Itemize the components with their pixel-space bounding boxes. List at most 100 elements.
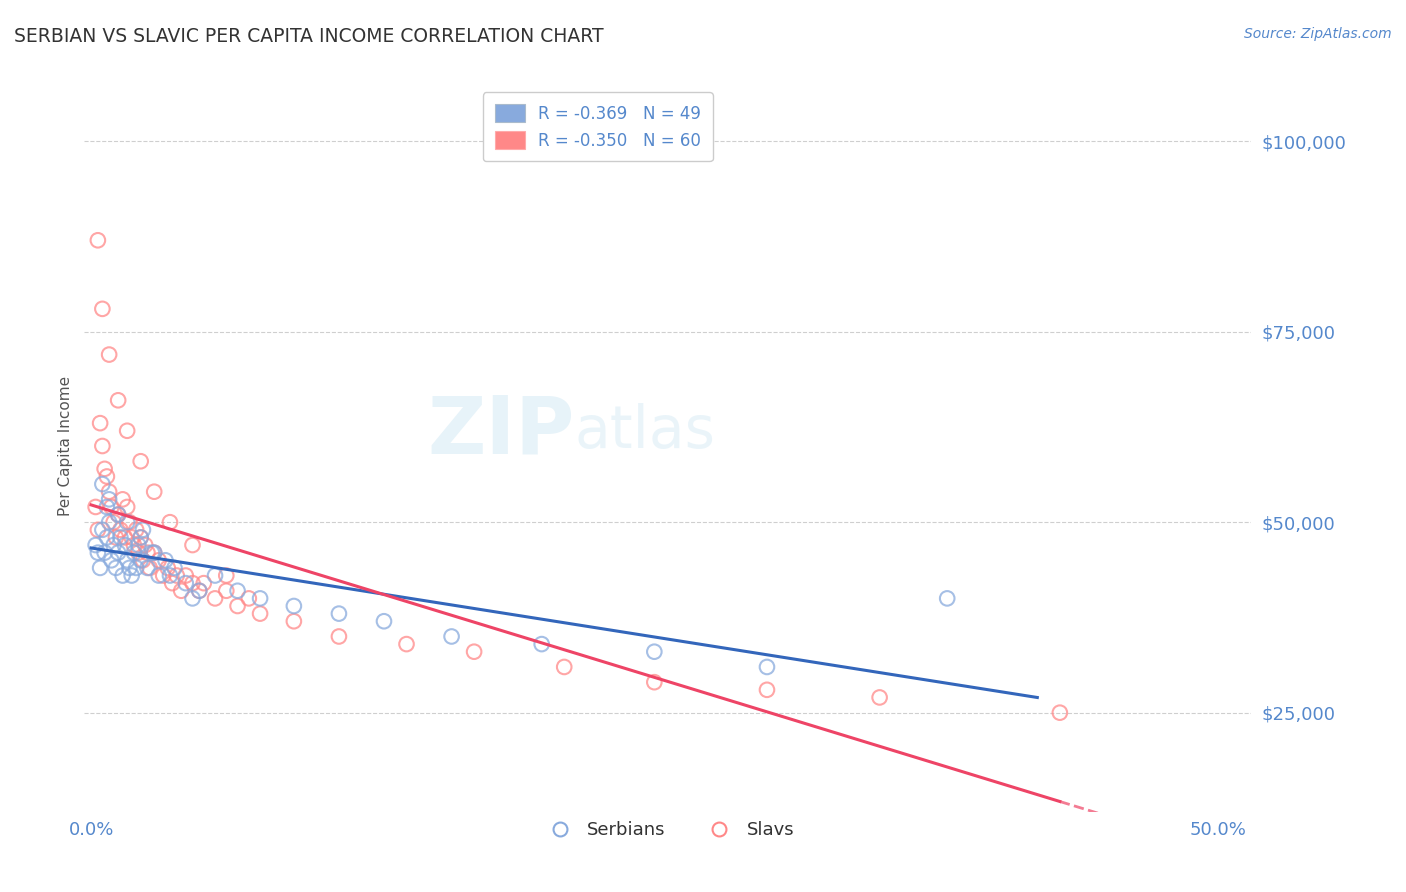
Point <box>89 561 111 575</box>
Point <box>136 561 159 575</box>
Point <box>107 508 129 522</box>
Point <box>103 538 125 552</box>
Point <box>87 523 110 537</box>
Y-axis label: Per Capita Income: Per Capita Income <box>58 376 73 516</box>
Point <box>174 576 197 591</box>
Point <box>643 675 665 690</box>
Point <box>156 561 179 575</box>
Point <box>756 682 779 697</box>
Point <box>643 645 665 659</box>
Point <box>163 561 186 575</box>
Point <box>283 614 305 628</box>
Point <box>100 553 122 567</box>
Point <box>115 515 138 529</box>
Point <box>84 538 107 552</box>
Point <box>463 645 485 659</box>
Point <box>159 515 181 529</box>
Point <box>188 583 211 598</box>
Point <box>93 546 115 560</box>
Point <box>84 500 107 514</box>
Point <box>181 576 204 591</box>
Point <box>129 530 152 544</box>
Point <box>283 599 305 613</box>
Legend: Serbians, Slavs: Serbians, Slavs <box>534 814 801 847</box>
Point <box>249 591 271 606</box>
Point <box>104 561 127 575</box>
Point <box>134 538 156 552</box>
Point <box>166 568 188 582</box>
Point <box>132 553 155 567</box>
Point <box>127 538 149 552</box>
Point <box>143 546 166 560</box>
Point <box>328 607 350 621</box>
Point <box>141 546 163 560</box>
Point <box>91 523 114 537</box>
Point <box>215 583 238 598</box>
Point <box>395 637 418 651</box>
Point <box>98 515 121 529</box>
Point <box>91 301 114 316</box>
Point <box>115 553 138 567</box>
Point <box>174 568 197 582</box>
Point <box>129 530 152 544</box>
Point <box>226 599 249 613</box>
Point <box>114 530 136 544</box>
Point <box>122 546 145 560</box>
Point <box>159 568 181 582</box>
Point <box>181 538 204 552</box>
Point <box>121 568 143 582</box>
Point <box>170 583 193 598</box>
Point <box>118 561 141 575</box>
Point <box>226 583 249 598</box>
Point <box>91 439 114 453</box>
Point <box>98 492 121 507</box>
Point <box>103 515 125 529</box>
Point <box>118 515 141 529</box>
Point <box>530 637 553 651</box>
Point <box>104 530 127 544</box>
Point <box>91 477 114 491</box>
Text: Source: ZipAtlas.com: Source: ZipAtlas.com <box>1244 27 1392 41</box>
Point <box>125 523 148 537</box>
Text: ZIP: ZIP <box>427 392 575 470</box>
Point <box>98 347 121 362</box>
Point <box>96 500 118 514</box>
Point <box>148 568 170 582</box>
Point <box>110 530 132 544</box>
Point <box>188 583 211 598</box>
Point <box>115 424 138 438</box>
Point <box>756 660 779 674</box>
Text: atlas: atlas <box>575 403 716 460</box>
Text: SERBIAN VS SLAVIC PER CAPITA INCOME CORRELATION CHART: SERBIAN VS SLAVIC PER CAPITA INCOME CORR… <box>14 27 603 45</box>
Point <box>132 523 155 537</box>
Point <box>111 492 134 507</box>
Point <box>107 546 129 560</box>
Point <box>249 607 271 621</box>
Point <box>107 508 129 522</box>
Point <box>110 523 132 537</box>
Point <box>115 500 138 514</box>
Point <box>553 660 575 674</box>
Point <box>98 484 121 499</box>
Point <box>373 614 395 628</box>
Point <box>122 538 145 552</box>
Point <box>129 454 152 468</box>
Point <box>96 530 118 544</box>
Point <box>136 546 159 560</box>
Point <box>127 546 149 560</box>
Point <box>87 546 110 560</box>
Point <box>869 690 891 705</box>
Point <box>129 553 152 567</box>
Point <box>936 591 959 606</box>
Point <box>440 630 463 644</box>
Point <box>152 568 174 582</box>
Point <box>143 546 166 560</box>
Point <box>87 233 110 247</box>
Point <box>148 553 170 567</box>
Point <box>107 393 129 408</box>
Point <box>96 469 118 483</box>
Point <box>93 462 115 476</box>
Point <box>114 538 136 552</box>
Point <box>160 576 183 591</box>
Point <box>193 576 215 591</box>
